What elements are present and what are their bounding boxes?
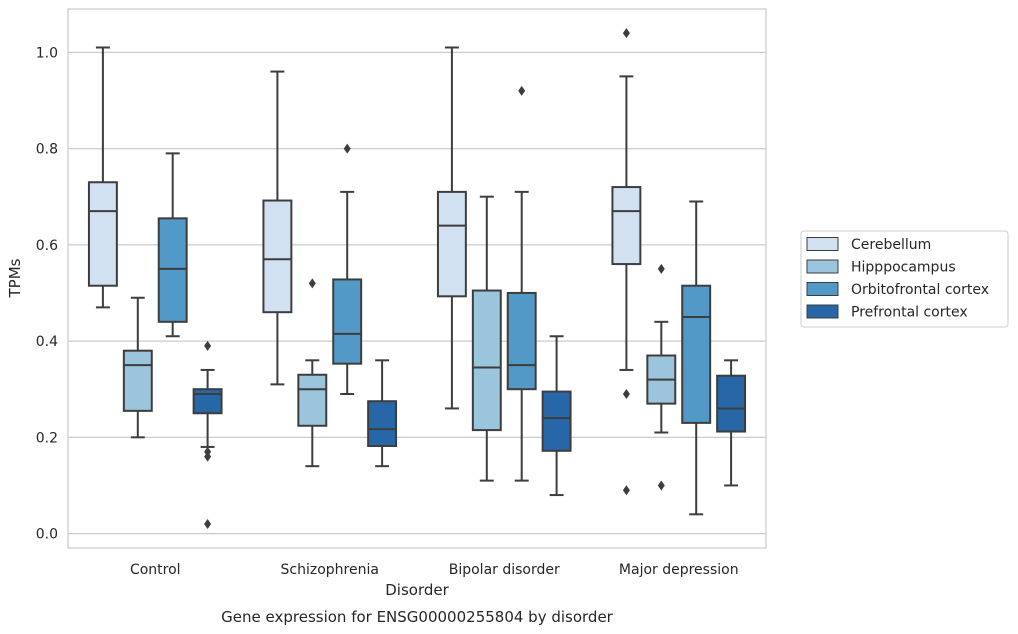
legend-frame bbox=[800, 230, 1009, 328]
box-iqr bbox=[436, 190, 467, 298]
outlier-point bbox=[657, 480, 665, 491]
plot-area-frame bbox=[67, 8, 767, 549]
box-groups bbox=[87, 28, 747, 529]
x-tick-label: Control bbox=[130, 562, 181, 578]
y-tick-labels: 0.0 0.2 0.4 0.6 0.8 1.0 bbox=[36, 45, 58, 542]
y-tick-label: 0.4 bbox=[36, 334, 58, 350]
x-tick-label: Bipolar disorder bbox=[449, 562, 560, 578]
box-cerebellum bbox=[87, 46, 118, 309]
box-hipppocampus bbox=[297, 278, 328, 468]
category-group bbox=[611, 28, 747, 516]
outlier-point bbox=[204, 340, 212, 351]
outlier-point bbox=[204, 451, 212, 462]
box-cerebellum bbox=[262, 70, 293, 386]
box-iqr bbox=[157, 217, 188, 323]
legend-label: Hipppocampus bbox=[851, 260, 956, 276]
outlier-point bbox=[622, 485, 630, 496]
box-orbitofrontal-cortex bbox=[681, 200, 712, 516]
box-hipppocampus bbox=[471, 195, 502, 482]
box-cerebellum bbox=[611, 28, 642, 496]
box-iqr bbox=[716, 374, 747, 433]
legend-swatch bbox=[806, 282, 839, 296]
outlier-point bbox=[622, 28, 630, 39]
outlier-point bbox=[622, 389, 630, 399]
box-prefrontal-cortex bbox=[716, 359, 747, 487]
outlier-point bbox=[204, 518, 212, 529]
box-iqr bbox=[122, 349, 153, 412]
y-axis-label: TPMs bbox=[6, 258, 24, 298]
box-iqr bbox=[87, 181, 118, 287]
box-iqr bbox=[332, 278, 363, 365]
box-orbitofrontal-cortex bbox=[506, 85, 537, 482]
box-hipppocampus bbox=[122, 296, 153, 439]
box-iqr bbox=[506, 291, 537, 391]
y-tick-label: 1.0 bbox=[36, 45, 58, 61]
legend-swatch bbox=[806, 237, 839, 251]
legend-swatch bbox=[806, 259, 839, 274]
legend-label: Orbitofrontal cortex bbox=[851, 282, 989, 298]
y-tick-label: 0.0 bbox=[36, 527, 58, 543]
box-prefrontal-cortex bbox=[192, 340, 223, 529]
chart-caption: Gene expression for ENSG00000255804 by d… bbox=[221, 608, 614, 626]
box-iqr bbox=[262, 199, 293, 314]
outlier-point bbox=[518, 85, 526, 96]
box-orbitofrontal-cortex bbox=[157, 152, 188, 338]
box-iqr bbox=[297, 373, 328, 427]
category-group bbox=[87, 46, 223, 529]
legend: Cerebellum Hipppocampus Orbitofrontal cort… bbox=[800, 230, 1009, 328]
legend-swatch bbox=[806, 304, 839, 319]
box-iqr bbox=[192, 388, 223, 415]
box-iqr bbox=[471, 289, 502, 432]
box-iqr bbox=[611, 186, 642, 266]
legend-label: Prefrontal cortex bbox=[851, 305, 968, 321]
y-tick-label: 0.6 bbox=[36, 238, 58, 254]
box-prefrontal-cortex bbox=[367, 359, 398, 468]
outlier-point bbox=[343, 143, 351, 154]
y-tick-label: 0.8 bbox=[36, 142, 58, 158]
x-tick-label: Major depression bbox=[619, 562, 739, 578]
box-iqr bbox=[681, 284, 712, 424]
box-orbitofrontal-cortex bbox=[332, 143, 363, 395]
legend-label: Cerebellum bbox=[851, 237, 931, 253]
outlier-point bbox=[308, 278, 316, 289]
x-tick-labels: Control Schizophrenia Bipolar disorder Majo… bbox=[130, 562, 739, 578]
box-iqr bbox=[367, 400, 398, 447]
x-axis-label: Disorder bbox=[385, 581, 449, 599]
x-tick-label: Schizophrenia bbox=[281, 562, 379, 578]
outlier-point bbox=[657, 263, 665, 274]
category-group bbox=[436, 46, 572, 497]
box-prefrontal-cortex bbox=[541, 335, 572, 497]
box-iqr bbox=[541, 390, 572, 452]
box-hipppocampus bbox=[646, 263, 677, 491]
box-cerebellum bbox=[436, 46, 467, 410]
category-group bbox=[262, 70, 398, 468]
y-tick-label: 0.2 bbox=[36, 430, 58, 446]
